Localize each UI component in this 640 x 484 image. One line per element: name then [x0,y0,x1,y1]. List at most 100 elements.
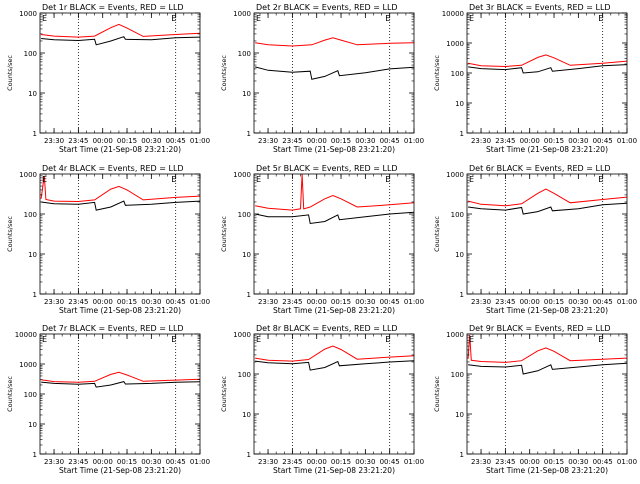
x-tick-label: 23:45 [282,298,302,306]
x-tick-label: 23:45 [495,137,515,145]
y-tick-label: 100 [24,211,37,219]
x-tick-label: 00:00 [307,458,327,466]
y-axis-label: Counts/sec [433,216,441,252]
panel-title: Det 5r BLACK = Events, RED = LLD [256,164,398,173]
x-tick-label: 23:30 [471,458,491,466]
x-tick-label: 00:45 [166,458,186,466]
events-series-line [254,66,415,80]
x-tick-label: 00:45 [593,458,613,466]
corner-mark: E [256,14,261,23]
lld-series-line [41,371,201,383]
plot-frame [253,12,415,134]
corner-mark: E [171,175,176,184]
corner-mark: E [598,335,603,344]
panel-title: Det 3r BLACK = Events, RED = LLD [469,3,611,12]
lld-series-line [468,54,628,68]
x-axis-label: Start Time (21-Sep-08 23:21:20) [486,306,608,315]
y-tick-label: 100 [451,211,464,219]
lld-series-line [40,175,201,203]
y-tick-label: 1000 [233,171,251,179]
x-tick-label: 00:30 [141,137,161,145]
y-tick-label: 100 [24,391,37,399]
y-tick-label: 10 [455,100,464,108]
y-tick-label: 1000 [19,361,37,369]
corner-mark: E [42,14,47,23]
y-axis-label: Counts/sec [220,376,228,412]
y-axis-label: Counts/sec [433,55,441,91]
events-series-line [41,36,201,46]
y-tick-label: 10000 [15,331,37,339]
x-tick-label: 00:30 [568,298,588,306]
x-tick-label: 01:00 [404,458,424,466]
panel-title: Det 4r BLACK = Events, RED = LLD [42,164,184,173]
x-tick-label: 00:45 [380,298,400,306]
x-tick-label: 23:45 [68,298,88,306]
x-tick-label: 00:15 [544,137,564,145]
y-tick-label: 1000 [446,171,464,179]
x-tick-label: 23:30 [44,137,64,145]
y-tick-label: 100 [24,50,37,58]
corner-mark: E [469,335,474,344]
plot-frame [253,333,415,455]
lld-series-line [467,188,628,207]
lld-series-line [255,37,415,47]
detector-panel-8: Det 8r BLACK = Events, RED = LLD E E 1 10 100… [220,324,424,475]
y-tick-label: 1000 [446,40,464,48]
x-tick-label: 00:00 [520,298,540,306]
x-tick-label: 00:00 [93,298,113,306]
corner-mark: E [42,335,47,344]
events-series-line [41,200,201,211]
corner-mark: E [469,175,474,184]
x-axis-label: Start Time (21-Sep-08 23:21:20) [486,145,608,154]
x-tick-label: 01:00 [190,458,210,466]
y-tick-label: 1000 [19,10,37,18]
plot-frame [466,173,628,295]
y-tick-label: 10 [242,411,251,419]
y-tick-label: 1 [460,130,464,138]
y-tick-label: 100 [238,211,251,219]
x-tick-label: 01:00 [617,458,637,466]
x-tick-label: 00:15 [117,458,137,466]
x-tick-label: 00:15 [331,137,351,145]
corner-mark: E [598,175,603,184]
y-axis-label: Counts/sec [220,216,228,252]
y-tick-label: 1 [460,451,464,459]
x-tick-label: 23:30 [258,298,278,306]
x-axis-label: Start Time (21-Sep-08 23:21:20) [486,466,608,475]
x-tick-label: 00:45 [593,298,613,306]
corner-mark: E [42,175,47,184]
x-tick-label: 23:45 [282,458,302,466]
x-tick-label: 23:30 [258,458,278,466]
x-tick-label: 00:00 [520,137,540,145]
x-tick-label: 01:00 [617,298,637,306]
x-axis-label: Start Time (21-Sep-08 23:21:20) [59,466,181,475]
detector-panel-7: Det 7r BLACK = Events, RED = LLD E E 1 10 100… [6,324,210,475]
x-tick-label: 23:30 [44,458,64,466]
corner-mark: E [171,335,176,344]
y-tick-label: 100 [238,50,251,58]
lld-series-line [41,23,201,38]
events-series-line [468,202,628,215]
detector-panel-6: Det 6r BLACK = Events, RED = LLD E E 1 10 100… [433,164,637,315]
x-tick-label: 00:30 [568,458,588,466]
y-axis-label: Counts/sec [433,376,441,412]
y-tick-label: 1 [247,130,251,138]
plot-frame [466,333,628,455]
y-tick-label: 10 [455,251,464,259]
x-tick-label: 00:15 [117,137,137,145]
x-tick-label: 23:45 [68,137,88,145]
events-series-line [255,360,415,371]
x-tick-label: 23:30 [44,298,64,306]
x-axis-label: Start Time (21-Sep-08 23:21:20) [273,466,395,475]
panel-title: Det 9r BLACK = Events, RED = LLD [469,324,611,333]
x-tick-label: 23:45 [495,298,515,306]
corner-mark: E [385,14,390,23]
x-tick-label: 00:15 [117,298,137,306]
y-tick-label: 100 [238,371,251,379]
y-axis-label: Counts/sec [6,376,14,412]
y-tick-label: 1000 [19,171,37,179]
lld-series-line [255,345,415,362]
x-tick-label: 01:00 [404,298,424,306]
